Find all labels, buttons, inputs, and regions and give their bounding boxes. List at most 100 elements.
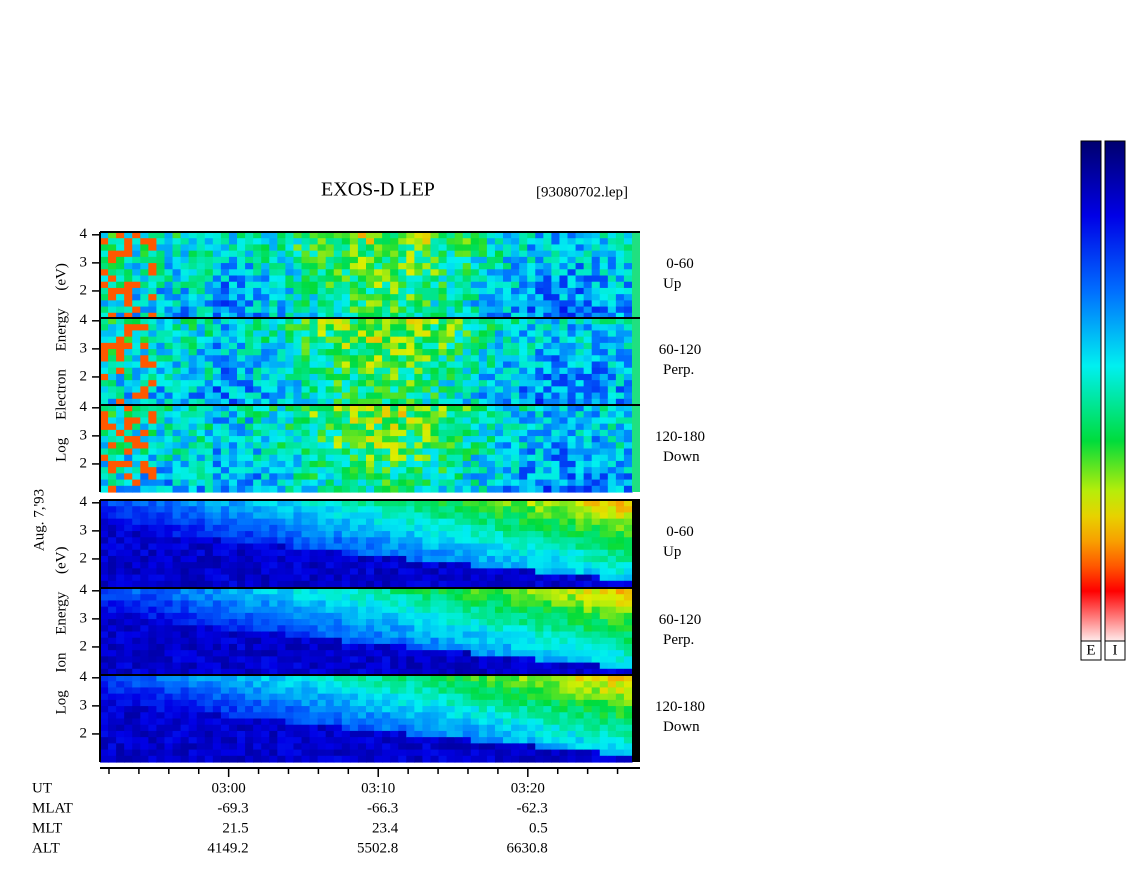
spectrogram-cell — [140, 448, 149, 456]
spectrogram-cell — [349, 392, 359, 400]
spectrogram-cell — [374, 373, 383, 381]
spectrogram-cell — [204, 287, 214, 295]
spectrogram-cell — [245, 448, 254, 456]
spectrogram-cell — [196, 479, 206, 487]
spectrogram-cell — [422, 423, 432, 431]
spectrogram-cell — [462, 588, 472, 595]
spectrogram-cell — [212, 524, 222, 532]
spectrogram-cell — [237, 256, 246, 264]
spectrogram-cell — [269, 355, 278, 363]
spectrogram-cell — [446, 543, 456, 551]
spectrogram-cell — [293, 643, 303, 651]
spectrogram-cell — [599, 612, 609, 620]
spectrogram-cell — [511, 524, 520, 532]
spectrogram-cell — [269, 485, 278, 493]
spectrogram-cell — [591, 625, 601, 633]
spectrogram-cell — [309, 625, 319, 633]
spectrogram-cell — [301, 625, 311, 633]
spectrogram-cell — [583, 549, 593, 557]
spectrogram-cell — [511, 662, 520, 670]
spectrogram-cell — [212, 318, 222, 325]
spectrogram-cell — [285, 531, 295, 538]
spectrogram-cell — [148, 537, 158, 545]
spectrogram-cell — [172, 549, 182, 557]
spectrogram-cell — [406, 574, 415, 582]
spectrogram-cell — [357, 531, 367, 538]
spectrogram-cell — [462, 423, 472, 431]
spectrogram-cell — [615, 232, 625, 239]
spectrogram-cell — [212, 238, 222, 246]
spectrogram-cell — [454, 386, 464, 394]
spectrogram-cell — [317, 429, 327, 437]
spectrogram-cell — [446, 324, 456, 332]
spectrogram-cell — [341, 506, 351, 514]
spectrogram-cell — [438, 619, 448, 626]
spectrogram-cell — [438, 417, 448, 425]
spectrogram-cell — [220, 543, 230, 551]
spectrogram-cell — [438, 612, 448, 620]
spectrogram-cell — [196, 743, 206, 751]
spectrogram-cell — [543, 549, 552, 557]
spectrogram-cell — [454, 625, 464, 633]
spectrogram-cell — [301, 619, 311, 626]
spectrogram-cell — [317, 543, 327, 551]
spectrogram-cell — [382, 612, 391, 620]
spectrogram-cell — [245, 467, 254, 474]
spectrogram-cell — [116, 712, 125, 720]
spectrogram-cell — [349, 244, 359, 252]
spectrogram-cell — [519, 485, 528, 493]
spectrogram-cell — [349, 543, 359, 551]
spectrogram-cell — [148, 405, 158, 412]
spectrogram-cell — [559, 429, 569, 437]
spectrogram-cell — [341, 238, 351, 246]
spectrogram-cell — [527, 500, 536, 507]
spectrogram-cell — [124, 643, 133, 651]
spectrogram-cell — [293, 442, 303, 450]
spectrogram-cell — [277, 612, 286, 620]
spectrogram-cell — [341, 668, 351, 676]
spectrogram-cell — [438, 606, 448, 614]
spectrogram-cell — [100, 417, 109, 425]
spectrogram-cell — [519, 275, 528, 283]
spectrogram-cell — [591, 244, 601, 252]
direction-label: Perp. — [663, 362, 694, 378]
spectrogram-cell — [245, 275, 254, 283]
spectrogram-cell — [575, 467, 585, 474]
spectrogram-cell — [390, 367, 399, 375]
spectrogram-cell — [470, 423, 480, 431]
spectrogram-cell — [164, 625, 174, 633]
spectrogram-cell — [519, 244, 528, 252]
spectrogram-cell — [575, 448, 585, 456]
spectrogram-cell — [333, 650, 343, 657]
spectrogram-cell — [519, 612, 528, 620]
spectrogram-cell — [237, 342, 246, 350]
spectrogram-cell — [228, 429, 238, 437]
spectrogram-cell — [100, 232, 109, 239]
spectrogram-cell — [116, 588, 125, 595]
spectrogram-cell — [293, 336, 303, 344]
spectrogram-cell — [188, 392, 198, 400]
spectrogram-cell — [382, 287, 391, 295]
spectrogram-cell — [382, 512, 391, 520]
spectrogram-cell — [261, 637, 270, 645]
spectrogram-cell — [301, 294, 311, 301]
spectrogram-cell — [164, 668, 174, 676]
spectrogram-cell — [511, 467, 520, 474]
spectrogram-cell — [583, 263, 593, 270]
spectrogram-cell — [108, 269, 117, 277]
spectrogram-cell — [309, 637, 319, 645]
spectrogram-cell — [148, 712, 158, 720]
spectrogram-cell — [543, 256, 552, 264]
spectrogram-cell — [245, 531, 254, 538]
spectrogram-cell — [503, 574, 512, 582]
spectrogram-cell — [261, 448, 270, 456]
spectrogram-cell — [269, 518, 278, 526]
spectrogram-cell — [470, 619, 480, 626]
spectrogram-cell — [309, 275, 319, 283]
spectrogram-cell — [245, 306, 254, 314]
spectrogram-cell — [124, 269, 133, 277]
spectrogram-cell — [398, 549, 407, 557]
spectrogram-cell — [623, 631, 633, 639]
spectrogram-cell — [261, 730, 270, 738]
spectrogram-cell — [180, 436, 190, 443]
